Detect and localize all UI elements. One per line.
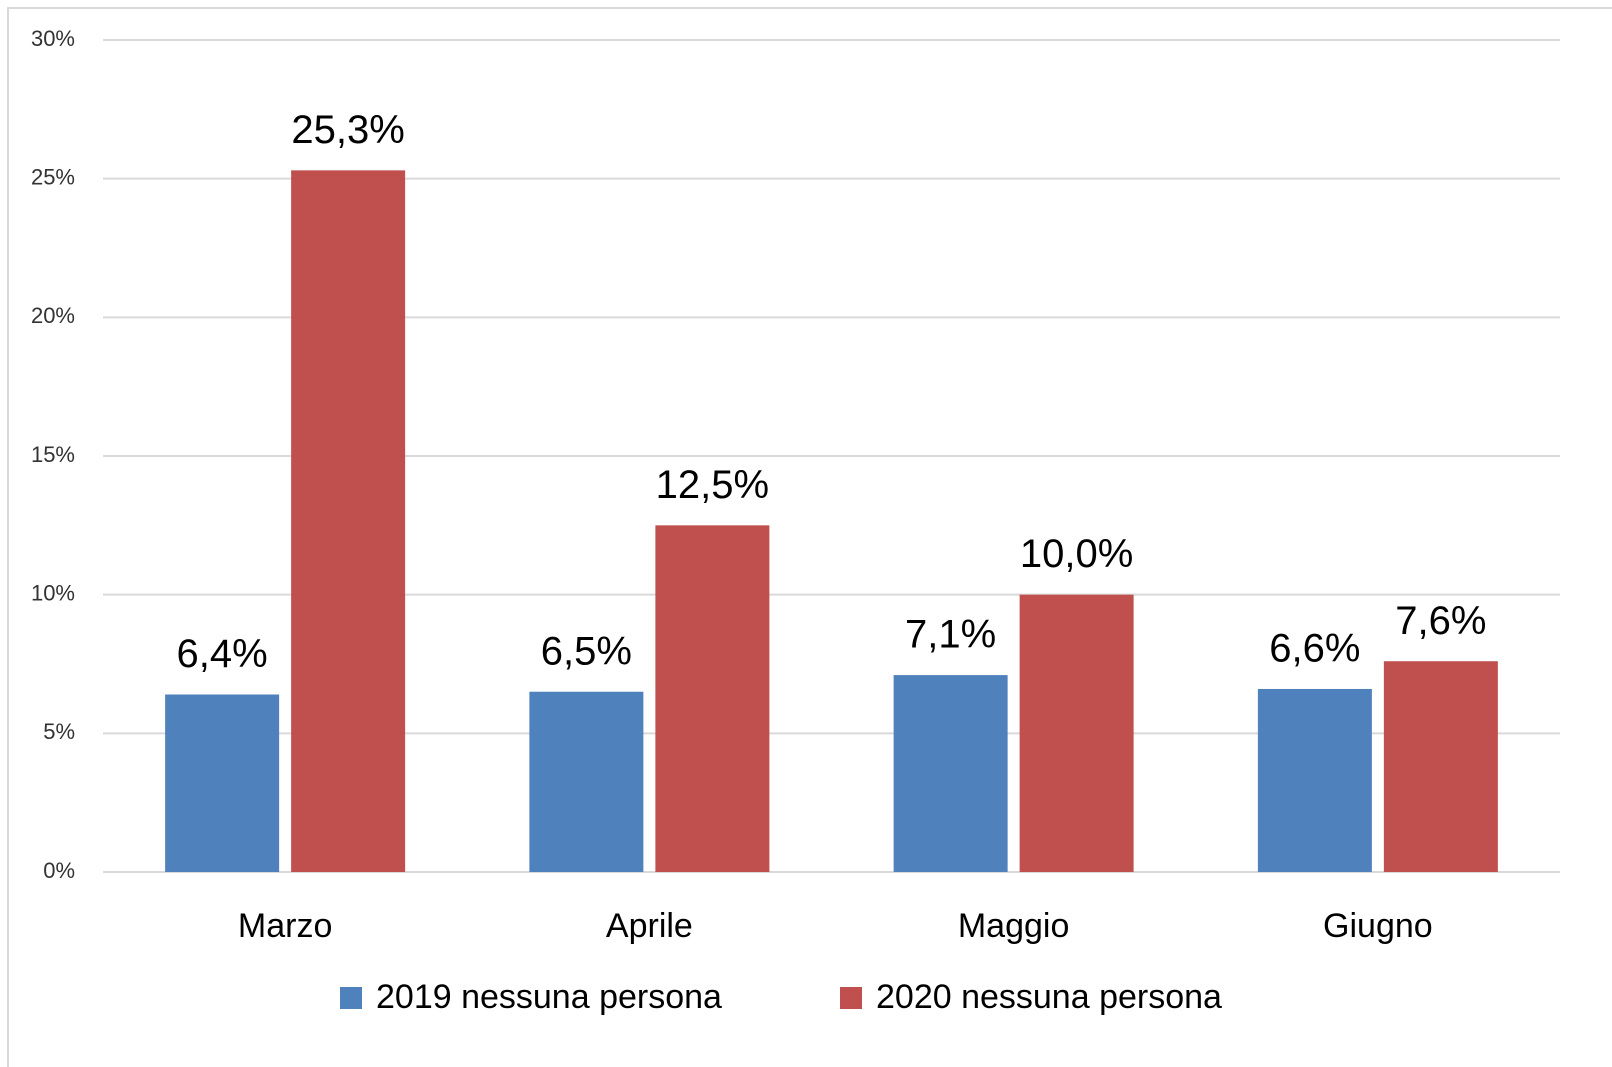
y-tick-label: 30% [31,26,75,51]
bar [1257,688,1372,872]
data-label: 6,6% [1269,627,1360,671]
data-label: 10,0% [1020,532,1133,576]
data-label: 6,4% [177,632,268,676]
legend-label: 2020 nessuna persona [876,978,1222,1016]
data-label: 6,5% [541,629,632,673]
y-tick-label: 25% [31,164,75,189]
bar [1019,594,1134,872]
chart-border [7,7,1612,1067]
x-tick-label: Marzo [238,907,332,945]
legend-swatch [840,987,862,1009]
x-tick-label: Maggio [958,907,1070,945]
y-tick-label: 5% [43,719,75,744]
bar [529,691,644,872]
legend-label: 2019 nessuna persona [376,978,722,1016]
y-tick-label: 0% [43,858,75,883]
bar [655,525,770,872]
data-label: 7,6% [1395,599,1486,643]
bar [291,170,406,872]
x-tick-label: Giugno [1323,907,1433,945]
data-label: 12,5% [656,463,769,507]
bar [1383,661,1498,872]
y-tick-label: 10% [31,580,75,605]
y-tick-label: 20% [31,303,75,328]
x-tick-label: Aprile [606,907,693,945]
y-tick-label: 15% [31,442,75,467]
data-label: 7,1% [905,613,996,657]
bar [165,694,280,872]
data-label: 25,3% [291,108,404,152]
legend-swatch [340,987,362,1009]
bar [893,675,1008,872]
